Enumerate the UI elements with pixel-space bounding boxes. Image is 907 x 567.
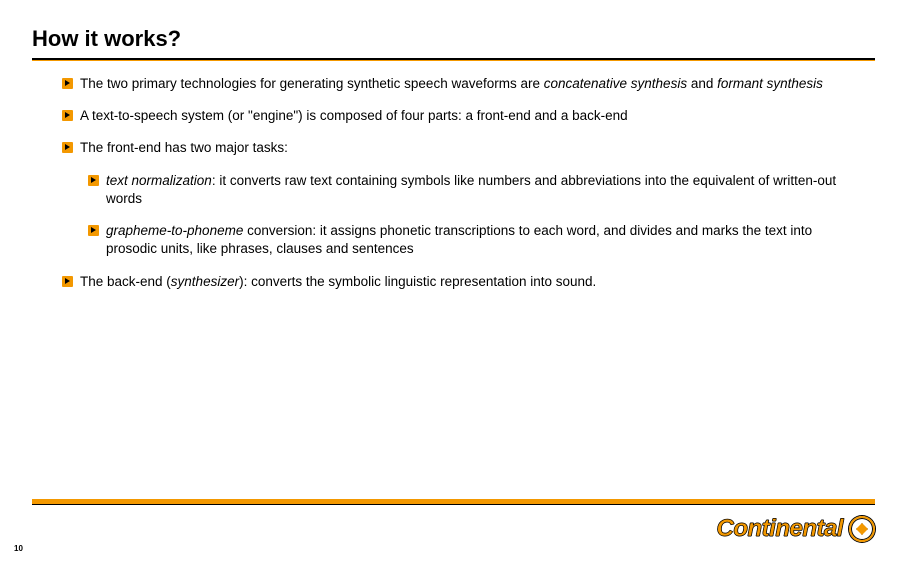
brand-logo-icon <box>849 516 875 542</box>
bullet-text-italic: synthesizer <box>171 274 239 289</box>
bullet-item: The back-end (synthesizer): converts the… <box>62 273 865 291</box>
bullet-text-italic: text normalization <box>106 173 212 188</box>
slide: How it works? The two primary technologi… <box>0 0 907 567</box>
bullet-text: and <box>687 76 717 91</box>
bullet-list: The two primary technologies for generat… <box>62 75 865 291</box>
bullet-text-italic: formant synthesis <box>717 76 823 91</box>
brand-logo-text: Continental <box>717 515 844 543</box>
sub-bullet-item: grapheme-to-phoneme conversion: it assig… <box>88 222 865 258</box>
bullet-text-italic: grapheme-to-phoneme <box>106 223 243 238</box>
bullet-text: : it converts raw text containing symbol… <box>106 173 836 206</box>
bullet-text: The back-end ( <box>80 274 171 289</box>
slide-title: How it works? <box>32 26 875 52</box>
bullet-text: The two primary technologies for generat… <box>80 76 544 91</box>
bullet-text-italic: concatenative synthesis <box>544 76 687 91</box>
bullet-item: A text-to-speech system (or "engine") is… <box>62 107 865 125</box>
title-underline <box>32 58 875 61</box>
sub-bullet-item: text normalization: it converts raw text… <box>88 172 865 208</box>
bullet-text: ): converts the symbolic linguistic repr… <box>239 274 596 289</box>
content-area: How it works? The two primary technologi… <box>32 26 875 305</box>
bullet-item: The two primary technologies for generat… <box>62 75 865 93</box>
bullet-text: A text-to-speech system (or "engine") is… <box>80 108 628 123</box>
footer-rule <box>32 499 875 505</box>
brand-logo: Continental <box>717 515 876 543</box>
page-number: 10 <box>14 544 23 553</box>
bullet-text: The front-end has two major tasks: <box>80 140 288 155</box>
bullet-item: The front-end has two major tasks: <box>62 139 865 157</box>
